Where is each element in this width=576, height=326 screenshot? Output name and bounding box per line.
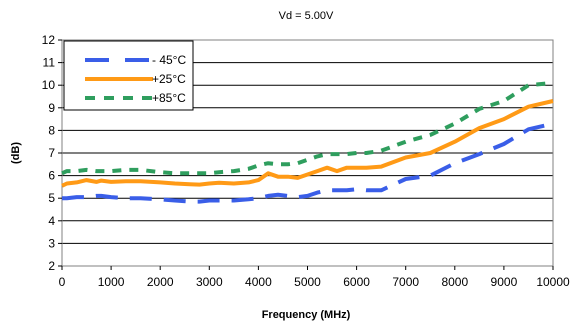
y-tick-label: 10 bbox=[42, 78, 56, 92]
x-tick-label: 2000 bbox=[147, 275, 174, 289]
x-tick-label: 10000 bbox=[536, 275, 570, 289]
x-axis-title: Frequency (MHz) bbox=[262, 309, 351, 321]
y-tick-label: 4 bbox=[48, 214, 55, 228]
x-tick-label: 6000 bbox=[343, 275, 370, 289]
y-tick-label: 11 bbox=[43, 56, 56, 70]
y-tick-label: 7 bbox=[48, 146, 55, 160]
legend-label-1: - 45°C bbox=[152, 53, 186, 67]
series-layer bbox=[61, 80, 554, 204]
y-tick-label: 2 bbox=[48, 259, 55, 273]
legend: - 45°C +25°C +85°C bbox=[63, 40, 194, 111]
series-line-1 bbox=[62, 121, 554, 204]
x-tick-label: 1000 bbox=[98, 275, 125, 289]
x-tick-label: 0 bbox=[59, 275, 66, 289]
y-tick-label: 5 bbox=[48, 191, 55, 205]
series-line-2 bbox=[61, 99, 554, 188]
legend-label-3: +85°C bbox=[152, 91, 186, 105]
x-tick-label: 5000 bbox=[294, 275, 321, 289]
y-axis-title: (dB) bbox=[10, 142, 22, 164]
y-tick-label: 3 bbox=[48, 236, 55, 250]
x-tick-label: 8000 bbox=[441, 275, 468, 289]
chart-title: Vd = 5.00V bbox=[279, 10, 334, 22]
series-line-3 bbox=[61, 80, 554, 176]
y-tick-label: 12 bbox=[42, 33, 56, 47]
y-tick-label: 6 bbox=[48, 169, 55, 183]
y-tick-label: 9 bbox=[48, 101, 55, 115]
x-tick-label: 3000 bbox=[196, 275, 223, 289]
x-tick-label: 9000 bbox=[491, 275, 518, 289]
legend-label-2: +25°C bbox=[152, 72, 186, 86]
x-tick-label: 7000 bbox=[392, 275, 419, 289]
x-tick-label: 4000 bbox=[245, 275, 272, 289]
y-tick-label: 8 bbox=[48, 123, 55, 137]
x-axis: 0 1000 2000 3000 4000 5000 6000 7000 8000 9000 100… bbox=[59, 266, 570, 289]
y-axis: 2 3 4 5 6 7 8 9 10 11 12 bbox=[42, 33, 62, 273]
